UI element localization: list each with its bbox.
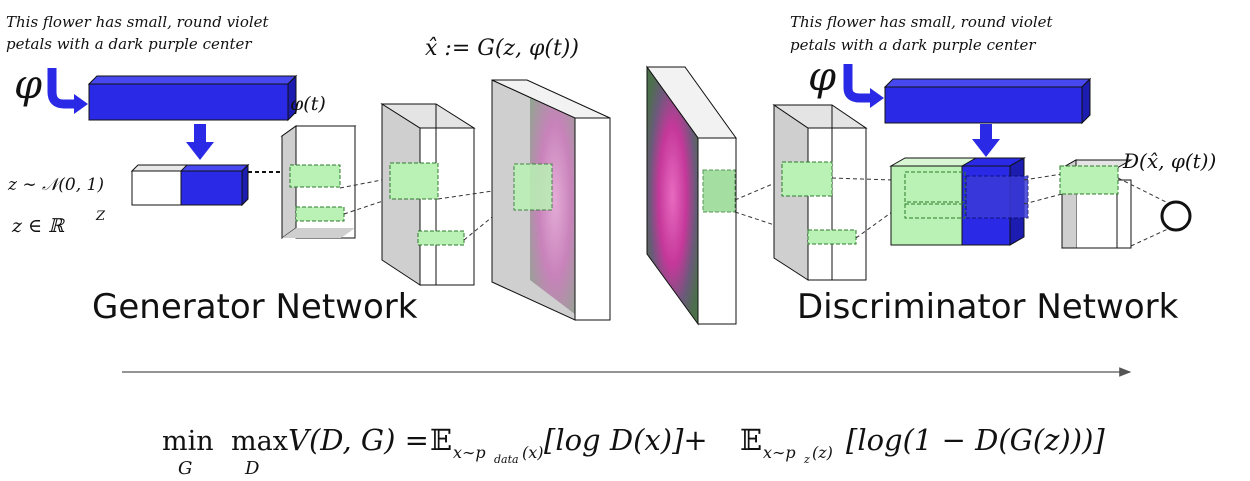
- formula-expectation-2-subscript: x∼p: [763, 443, 796, 462]
- generator-phi-arrowhead: [74, 94, 88, 114]
- formula-expectation-1-subtail: (x): [522, 443, 544, 462]
- discriminator-phi-arrowhead: [870, 88, 884, 108]
- generator-phi-symbol: φ: [14, 62, 42, 108]
- generator-text-prompt-line1: This flower has small, round violet: [6, 13, 270, 31]
- generator-text-prompt-line2: petals with a dark purple center: [6, 35, 252, 53]
- discriminator-output-node: [1160, 200, 1192, 232]
- generated-image-label: x̂ := G(z, φ(t)): [425, 36, 579, 61]
- formula-expectation-2-subsub: z: [803, 453, 810, 466]
- discriminator-text-prompt-line1: This flower has small, round violet: [790, 13, 1054, 31]
- formula-lhs: V(D, G) =: [288, 423, 429, 457]
- generator-layer-2: [380, 103, 476, 286]
- generator-network-title: Generator Network: [92, 287, 418, 327]
- generator-phi-arrow: [47, 68, 76, 109]
- z-space-label: z ∈ ℝ: [11, 215, 65, 237]
- discriminator-connector-2a: [1023, 173, 1063, 181]
- generated-image-block: [491, 79, 611, 321]
- discriminator-concat-block: [889, 157, 1029, 246]
- discriminator-embedding-down-arrow: [972, 124, 1000, 157]
- discriminator-phi-arrow: [843, 64, 872, 103]
- discriminator-layer-final: [1059, 159, 1133, 249]
- generator-layer-1: [280, 125, 357, 239]
- discriminator-text-prompt-line2: petals with a dark purple center: [790, 36, 1036, 54]
- formula-min: min: [162, 426, 214, 457]
- discriminator-network-title: Discriminator Network: [797, 287, 1179, 327]
- discriminator-connector-1a: [831, 177, 893, 181]
- formula-term-2: [log(1 − D(G(z)))]: [846, 423, 1105, 457]
- formula-max: max: [231, 426, 288, 457]
- formula-expectation-1-subsub: data: [494, 453, 519, 466]
- formula-max-subscript: D: [244, 458, 260, 479]
- formula-expectation-2-subtail: (z): [812, 443, 833, 462]
- discriminator-output-connector-a: [1117, 177, 1173, 206]
- discriminator-connector-2b: [1023, 193, 1063, 205]
- discriminator-connector-1b: [855, 211, 893, 239]
- discriminator-phi-symbol: φ: [808, 54, 836, 100]
- z-space-superscript: Z: [95, 209, 106, 224]
- z-noise-label: z ∼ 𝒩(0, 1): [7, 175, 104, 195]
- discriminator-layer-1: [772, 104, 868, 281]
- formula-expectation-2: 𝔼: [740, 423, 762, 457]
- generator-embedding-down-arrow: [186, 124, 214, 160]
- generator-input-vector: [130, 163, 250, 207]
- formula-term-1: [log D(x)]+: [544, 423, 708, 457]
- formula-expectation-1-subscript: x∼p: [453, 443, 486, 462]
- generator-phi-t-label: φ(t): [290, 93, 326, 115]
- formula-expectation-1: 𝔼: [430, 423, 452, 457]
- real-image-block: [646, 65, 737, 326]
- formula-min-subscript: G: [178, 458, 192, 479]
- discriminator-output-connector-b: [1130, 227, 1171, 247]
- generator-embedding-bar: [87, 74, 298, 122]
- discriminator-embedding-bar: [883, 77, 1092, 125]
- gan-objective-formula: min G max D V(D, G) = 𝔼 x∼p data (x) [lo…: [162, 423, 1105, 479]
- discriminator-output-label: D(x̂, φ(t)): [1122, 149, 1216, 173]
